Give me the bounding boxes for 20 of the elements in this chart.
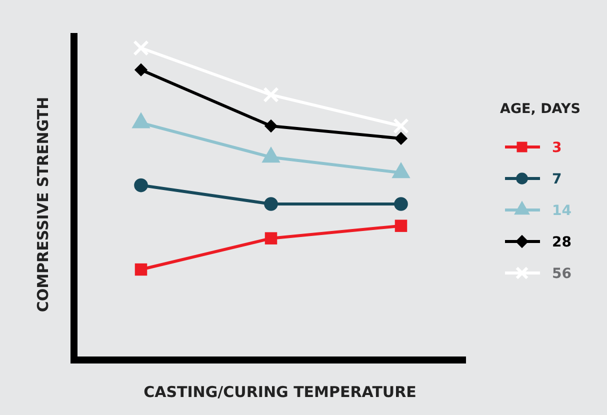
- x-axis-title: CASTING/CURING TEMPERATURE: [144, 383, 416, 401]
- point: [134, 263, 148, 276]
- point: [134, 178, 148, 192]
- point: [134, 63, 148, 76]
- point: [263, 86, 279, 103]
- point: [394, 220, 408, 232]
- y-axis-title: COMPRESSIVE STRENGTH: [34, 96, 52, 312]
- point: [393, 118, 409, 134]
- point: [264, 232, 278, 244]
- legend-label: 28: [552, 234, 572, 250]
- legend-title: AGE, DAYS: [500, 101, 580, 117]
- point: [133, 40, 149, 56]
- point: [394, 132, 408, 146]
- legend-label: 56: [552, 266, 572, 282]
- legend-label: 14: [552, 203, 572, 219]
- point: [264, 197, 278, 211]
- legend-label: 7: [552, 172, 562, 188]
- legend-label: 3: [552, 140, 562, 156]
- point: [394, 197, 408, 211]
- point: [264, 119, 278, 133]
